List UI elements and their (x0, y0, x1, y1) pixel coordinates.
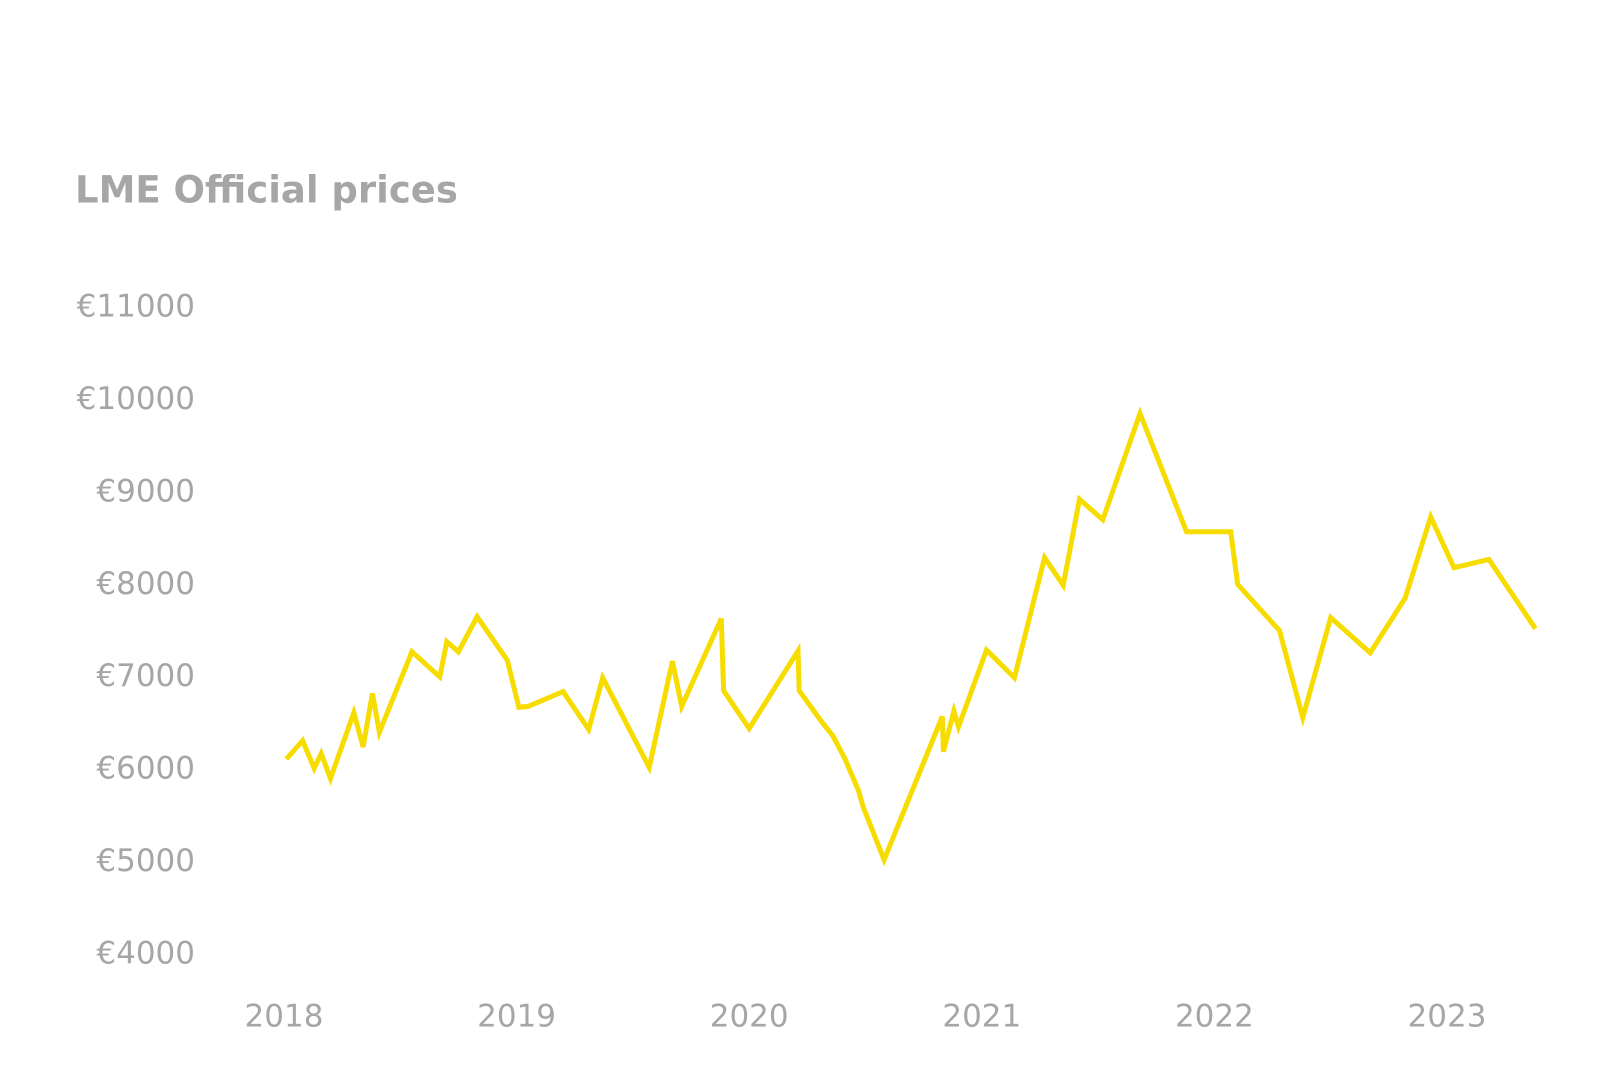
y-tick-label: €5000 (96, 843, 195, 879)
x-tick-label: 2020 (710, 999, 789, 1035)
y-tick-label: €8000 (96, 566, 195, 602)
y-tick-label: €10000 (77, 381, 195, 417)
y-tick-label: €7000 (96, 658, 195, 694)
y-tick-label: €9000 (96, 473, 195, 509)
x-tick-label: 2019 (477, 999, 556, 1035)
y-tick-label: €11000 (77, 289, 195, 325)
x-tick-label: 2021 (942, 999, 1021, 1035)
x-tick-label: 2022 (1175, 999, 1254, 1035)
y-tick-label: €4000 (96, 936, 195, 972)
x-tick-label: 2018 (245, 999, 324, 1035)
y-tick-label: €6000 (96, 751, 195, 787)
x-tick-label: 2023 (1408, 999, 1487, 1035)
price-line (284, 406, 1538, 867)
chart-title: LME Official prices (75, 169, 458, 212)
